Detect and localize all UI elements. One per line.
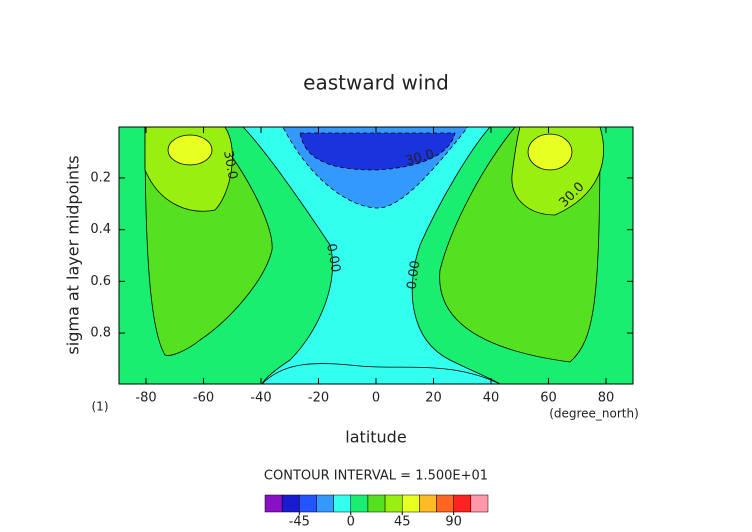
interval-note: CONTOUR INTERVAL = 1.500E+01 [264,469,488,484]
contour-label: 30.0 [404,147,436,169]
colorbar-tick-label: 45 [394,515,411,530]
colorbar-tick-label: -45 [289,515,310,530]
chart-title: eastward wind [303,71,449,95]
colorbar-tick-label: 90 [445,515,462,530]
colorbar-box [419,494,437,513]
colorbar-box [333,494,352,513]
x-tick-label: -80 [135,391,156,406]
x-tick-label: -40 [250,391,271,406]
x-tick-label: 20 [425,391,442,406]
x-tick-label: -20 [308,391,329,406]
contour-label: 0.00 [405,260,424,291]
contour-line [411,127,501,384]
colorbar-box [316,494,334,513]
contour-label: 30.0 [220,149,240,180]
x-units: (degree_north) [549,407,639,421]
colorbar-box [453,494,472,513]
x-tick-label: -60 [193,391,214,406]
colorbar-box [367,494,386,513]
contour-line [261,363,501,384]
colorbar-box [470,494,489,513]
colorbar-box [384,494,403,513]
x-tick-label: 0 [372,391,380,406]
x-tick-label: 80 [598,391,615,406]
x-tick-label: 40 [483,391,500,406]
region [299,132,456,171]
colorbar-tick-label: 0 [347,515,355,530]
contour-label: 0.00 [323,242,343,273]
contour-fill [119,127,633,384]
colorbar-box [264,494,283,513]
colorbar-box [401,494,420,513]
x-tick-label: 60 [540,391,557,406]
contour-line [242,127,333,384]
x-axis-label: latitude [345,428,406,447]
y-axis-label: sigma at layer midpoints [64,155,83,354]
region [527,133,573,171]
y-tick-label: 0.8 [90,326,111,341]
region [167,134,213,166]
colorbar-box [350,494,369,513]
y-tick-label: 0.4 [90,222,111,237]
y-tick-label: 0.6 [90,274,111,289]
colorbar-box [299,494,317,513]
colorbar-box [436,494,454,513]
y-tick-label: 0.2 [90,170,111,185]
panel-label: (1) [92,400,109,414]
colorbar-box [281,494,300,513]
